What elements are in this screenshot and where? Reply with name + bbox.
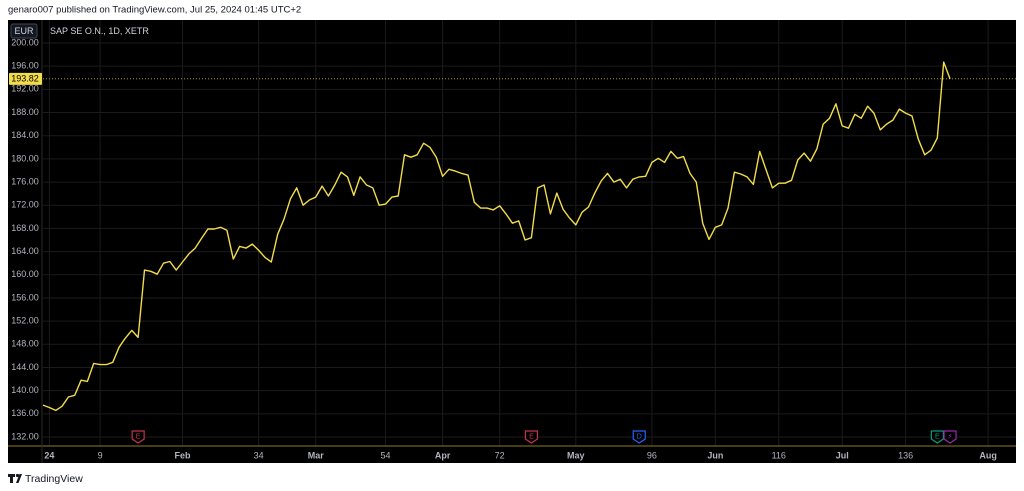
brand-logo [8, 473, 22, 483]
y-tick-label: 184.00 [11, 130, 39, 140]
last-price-box [9, 72, 42, 85]
y-tick-label: 192.00 [11, 84, 39, 94]
x-tick-label: Aug [979, 450, 997, 460]
publish-info: genaro007 published on TradingView.com, … [8, 5, 301, 16]
event-label: E [136, 433, 141, 440]
x-tick-label: Apr [435, 450, 451, 460]
event-marker[interactable] [943, 430, 957, 444]
x-tick-label: Jul [836, 450, 849, 460]
x-tick-label: 34 [254, 450, 264, 460]
currency: EUR [14, 26, 34, 36]
x-tick-label: May [567, 450, 585, 460]
y-tick-label: 148.00 [11, 339, 39, 349]
x-tick-label: Feb [175, 450, 192, 460]
y-tick-label: 160.00 [11, 269, 39, 279]
last-price-label: 193.82 [11, 74, 39, 84]
x-tick-label: 24 [44, 450, 54, 460]
x-tick-label: 96 [647, 450, 657, 460]
event-label: E [529, 433, 534, 440]
brand-name[interactable]: TradingView [25, 473, 83, 485]
chart-background [8, 20, 1016, 463]
price-line [42, 61, 951, 412]
event-label: E [935, 433, 940, 440]
y-tick-label: 188.00 [11, 107, 39, 117]
y-tick-label: 200.00 [11, 37, 39, 47]
y-tick-label: 152.00 [11, 316, 39, 326]
y-tick-label: 180.00 [11, 153, 39, 163]
event-label: ⚡ [948, 432, 953, 440]
x-tick-label: 72 [495, 450, 505, 460]
event-marker[interactable] [632, 430, 646, 444]
x-tick-label: 116 [772, 450, 786, 460]
x-tick-label: 136 [898, 450, 913, 460]
y-tick-label: 132.00 [11, 431, 39, 441]
currency-box[interactable] [10, 23, 38, 39]
x-tick-label: Jun [707, 450, 723, 460]
y-tick-label: 136.00 [11, 408, 39, 418]
x-tick-label: 54 [381, 450, 391, 460]
y-tick-label: 172.00 [11, 200, 39, 210]
y-tick-label: 168.00 [11, 223, 39, 233]
event-marker[interactable] [930, 430, 944, 444]
x-tick-label: Mar [308, 450, 325, 460]
event-marker[interactable] [131, 430, 145, 444]
y-tick-label: 196.00 [11, 61, 39, 71]
y-tick-label: 176.00 [11, 176, 39, 186]
y-tick-label: 144.00 [11, 362, 39, 372]
y-tick-label: 140.00 [11, 385, 39, 395]
y-tick-label: 164.00 [11, 246, 39, 256]
event-marker[interactable] [524, 430, 539, 444]
x-tick-label: 9 [98, 450, 103, 460]
y-tick-label: 156.00 [11, 292, 39, 302]
chart-title: SAP SE O.N., 1D, XETR [50, 26, 149, 36]
event-label: D [637, 433, 642, 440]
